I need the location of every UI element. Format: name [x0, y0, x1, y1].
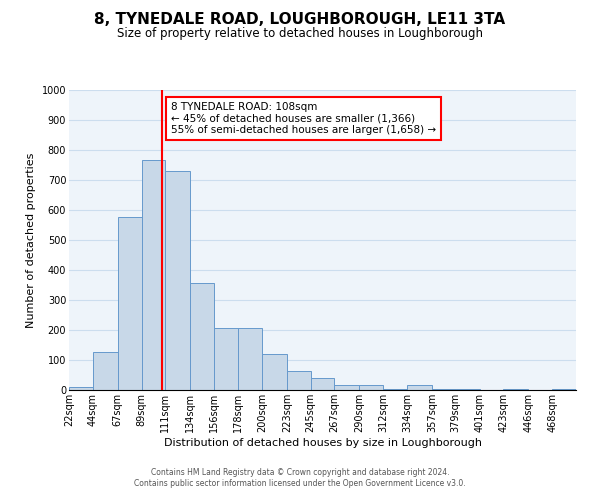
Bar [503, 388, 529, 390]
Bar [238, 328, 262, 390]
Bar [407, 384, 432, 390]
Bar [383, 388, 407, 390]
Bar [456, 388, 479, 390]
Bar [166, 171, 190, 390]
Text: 8, TYNEDALE ROAD, LOUGHBOROUGH, LE11 3TA: 8, TYNEDALE ROAD, LOUGHBOROUGH, LE11 3TA [94, 12, 506, 28]
Bar [69, 387, 93, 390]
Bar [552, 388, 576, 390]
Bar [118, 216, 142, 390]
Bar [432, 388, 456, 390]
Bar [214, 328, 238, 390]
Bar [190, 282, 214, 390]
Text: Size of property relative to detached houses in Loughborough: Size of property relative to detached ho… [117, 28, 483, 40]
Bar [93, 352, 118, 390]
X-axis label: Distribution of detached houses by size in Loughborough: Distribution of detached houses by size … [163, 438, 482, 448]
Bar [287, 371, 311, 390]
Bar [262, 354, 287, 390]
Y-axis label: Number of detached properties: Number of detached properties [26, 152, 36, 328]
Text: 8 TYNEDALE ROAD: 108sqm
← 45% of detached houses are smaller (1,366)
55% of semi: 8 TYNEDALE ROAD: 108sqm ← 45% of detache… [171, 102, 436, 135]
Text: Contains HM Land Registry data © Crown copyright and database right 2024.
Contai: Contains HM Land Registry data © Crown c… [134, 468, 466, 487]
Bar [311, 378, 334, 390]
Bar [334, 384, 359, 390]
Bar [359, 384, 383, 390]
Bar [142, 160, 166, 390]
